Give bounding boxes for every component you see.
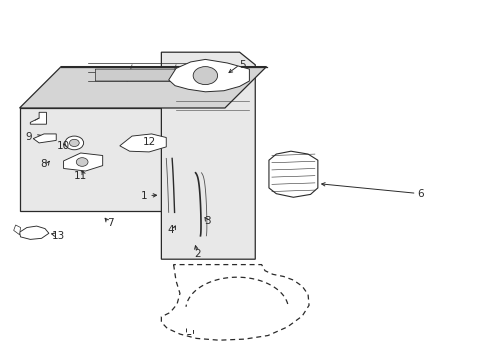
Text: 10: 10 (57, 141, 70, 151)
Polygon shape (120, 134, 166, 152)
Polygon shape (161, 265, 308, 340)
Polygon shape (20, 226, 49, 239)
Polygon shape (95, 69, 222, 81)
Polygon shape (14, 225, 20, 235)
Circle shape (76, 158, 88, 166)
Text: 5: 5 (238, 60, 245, 70)
Polygon shape (20, 108, 224, 211)
Text: 2: 2 (194, 249, 201, 259)
Polygon shape (20, 67, 266, 108)
Text: 1: 1 (141, 191, 147, 201)
Text: 7: 7 (106, 218, 113, 228)
Polygon shape (30, 112, 46, 124)
Polygon shape (161, 52, 255, 259)
Polygon shape (168, 59, 249, 92)
Text: 13: 13 (52, 231, 65, 241)
Text: 6: 6 (416, 189, 423, 199)
Text: 12: 12 (142, 137, 156, 147)
Polygon shape (33, 134, 56, 143)
Polygon shape (63, 153, 102, 171)
Text: 9: 9 (25, 132, 32, 142)
Text: 11: 11 (74, 171, 87, 181)
Polygon shape (268, 151, 317, 197)
Text: 3: 3 (204, 216, 211, 226)
Circle shape (193, 67, 217, 85)
Circle shape (69, 139, 79, 147)
Circle shape (65, 136, 83, 150)
Text: 8: 8 (41, 159, 47, 169)
Text: 4: 4 (167, 225, 174, 235)
